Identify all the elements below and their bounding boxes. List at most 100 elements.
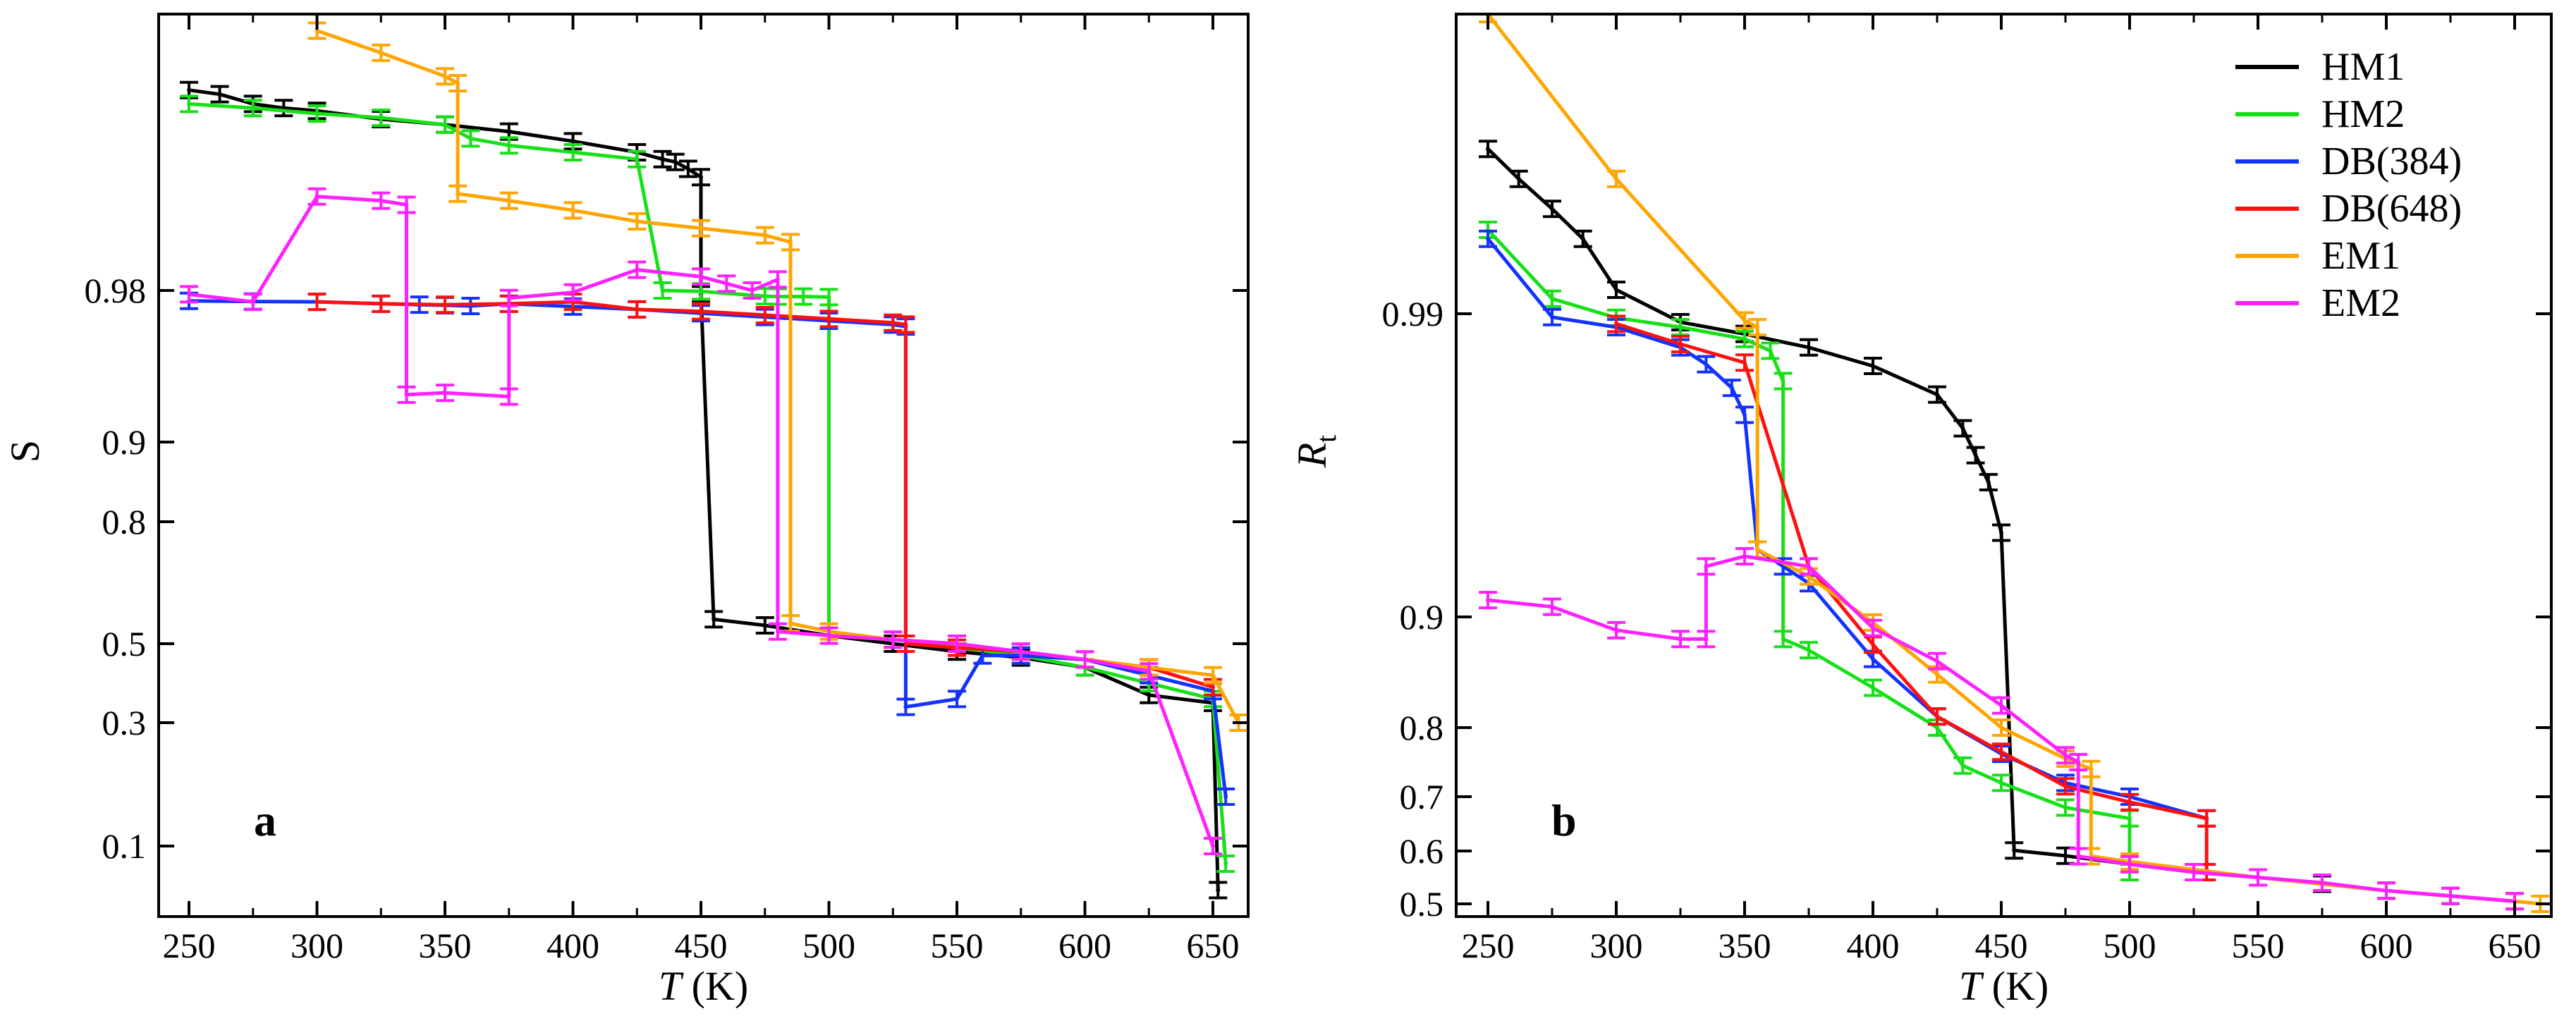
data-point <box>1678 637 1683 642</box>
data-point <box>443 122 447 127</box>
data-point <box>2063 805 2068 810</box>
data-point <box>1973 453 1978 458</box>
data-point <box>1678 342 1683 346</box>
data-point <box>1486 147 1490 152</box>
x-tick-label: 350 <box>1719 926 1771 965</box>
data-point <box>2128 800 2132 804</box>
data-point <box>456 81 460 85</box>
x-axis: 250 300 350 400 450 500 550 600 650 <box>1462 14 2541 965</box>
data-point <box>891 637 896 642</box>
data-point <box>1516 176 1521 181</box>
data-point <box>788 240 793 245</box>
data-point <box>2128 862 2132 866</box>
data-point <box>1871 685 1875 690</box>
y-tick-label: 0.99 <box>1382 294 1444 333</box>
data-point <box>379 116 384 120</box>
data-point <box>1871 642 1875 647</box>
data-point <box>1755 547 1760 552</box>
y-tick-label: 0.1 <box>102 826 147 866</box>
data-point <box>2089 766 2094 771</box>
x-tick-label: 300 <box>1590 926 1643 965</box>
data-point <box>2063 784 2068 789</box>
data-point <box>1614 321 1618 326</box>
data-point <box>1742 554 1747 558</box>
series-line <box>1487 228 2132 872</box>
data-point <box>891 320 896 325</box>
data-point <box>1704 564 1709 569</box>
y-tick-label: 0.8 <box>1400 708 1444 747</box>
x-tick-label: 250 <box>163 926 216 965</box>
x-tick-label: 400 <box>1847 926 1900 965</box>
y-tick-label: 0.5 <box>102 624 147 663</box>
plot-frame <box>157 13 1250 918</box>
y-tick-label: 0.9 <box>102 422 147 462</box>
x-tick-label: 500 <box>2104 926 2156 965</box>
data-point <box>903 322 908 327</box>
data-point <box>635 219 640 223</box>
data-point <box>699 309 703 314</box>
data-point <box>1614 288 1618 292</box>
data-point <box>250 300 255 305</box>
data-point <box>1781 379 1786 384</box>
data-point <box>456 191 460 196</box>
y-axis-label-var: R <box>1289 443 1335 468</box>
data-point <box>570 139 575 144</box>
data-point <box>673 159 678 164</box>
x-tick-label: 550 <box>931 926 984 965</box>
data-point <box>775 629 780 634</box>
data-point <box>379 198 384 203</box>
data-point <box>506 198 511 203</box>
x-tick-label: 250 <box>1462 926 1515 965</box>
data-point <box>2063 853 2068 858</box>
data-point <box>1999 530 2003 535</box>
data-point <box>2076 854 2081 859</box>
data-point <box>826 295 831 300</box>
y-axis-label: Rt <box>1289 435 1342 469</box>
data-point <box>699 175 703 180</box>
data-point <box>2192 870 2196 874</box>
x-tick-label: 650 <box>1187 926 1240 965</box>
data-point <box>1935 392 1939 397</box>
data-point <box>1807 564 1811 569</box>
legend-entry: EM1 <box>2321 234 2400 278</box>
plot-area <box>180 21 1248 900</box>
y-tick-label: 0.98 <box>85 271 147 310</box>
data-point <box>980 653 985 658</box>
data-point <box>1729 386 1734 391</box>
data-point <box>315 28 319 33</box>
x-axis-label: T (K) <box>1959 963 2049 1009</box>
data-point <box>315 111 319 116</box>
data-point <box>404 392 409 397</box>
x-axis-label: T (K) <box>659 963 748 1009</box>
data-point <box>1486 236 1490 241</box>
y-axis-label-subscript: t <box>1310 435 1342 443</box>
data-point <box>1807 648 1811 653</box>
x-tick-label: 450 <box>675 926 728 965</box>
data-point <box>826 633 831 638</box>
data-point <box>1742 360 1747 365</box>
data-point <box>443 302 447 307</box>
data-point <box>660 157 665 161</box>
data-point <box>1614 176 1618 181</box>
data-point <box>2063 753 2068 758</box>
data-point <box>2012 848 2017 853</box>
data-point <box>2076 760 2081 764</box>
plot-frame <box>1455 13 2553 918</box>
data-point <box>762 312 767 317</box>
series-em2 <box>1479 547 2524 911</box>
data-point <box>903 704 908 709</box>
data-point <box>1999 725 2003 730</box>
data-point <box>315 300 319 305</box>
data-point <box>1755 325 1760 330</box>
data-point <box>1211 844 1215 848</box>
data-point <box>187 292 191 297</box>
data-point <box>1223 795 1228 799</box>
data-point <box>1216 888 1221 893</box>
data-point <box>1614 627 1618 632</box>
data-point <box>506 143 511 148</box>
data-point <box>635 267 640 272</box>
data-point <box>1678 325 1683 330</box>
data-point <box>2320 881 2324 885</box>
